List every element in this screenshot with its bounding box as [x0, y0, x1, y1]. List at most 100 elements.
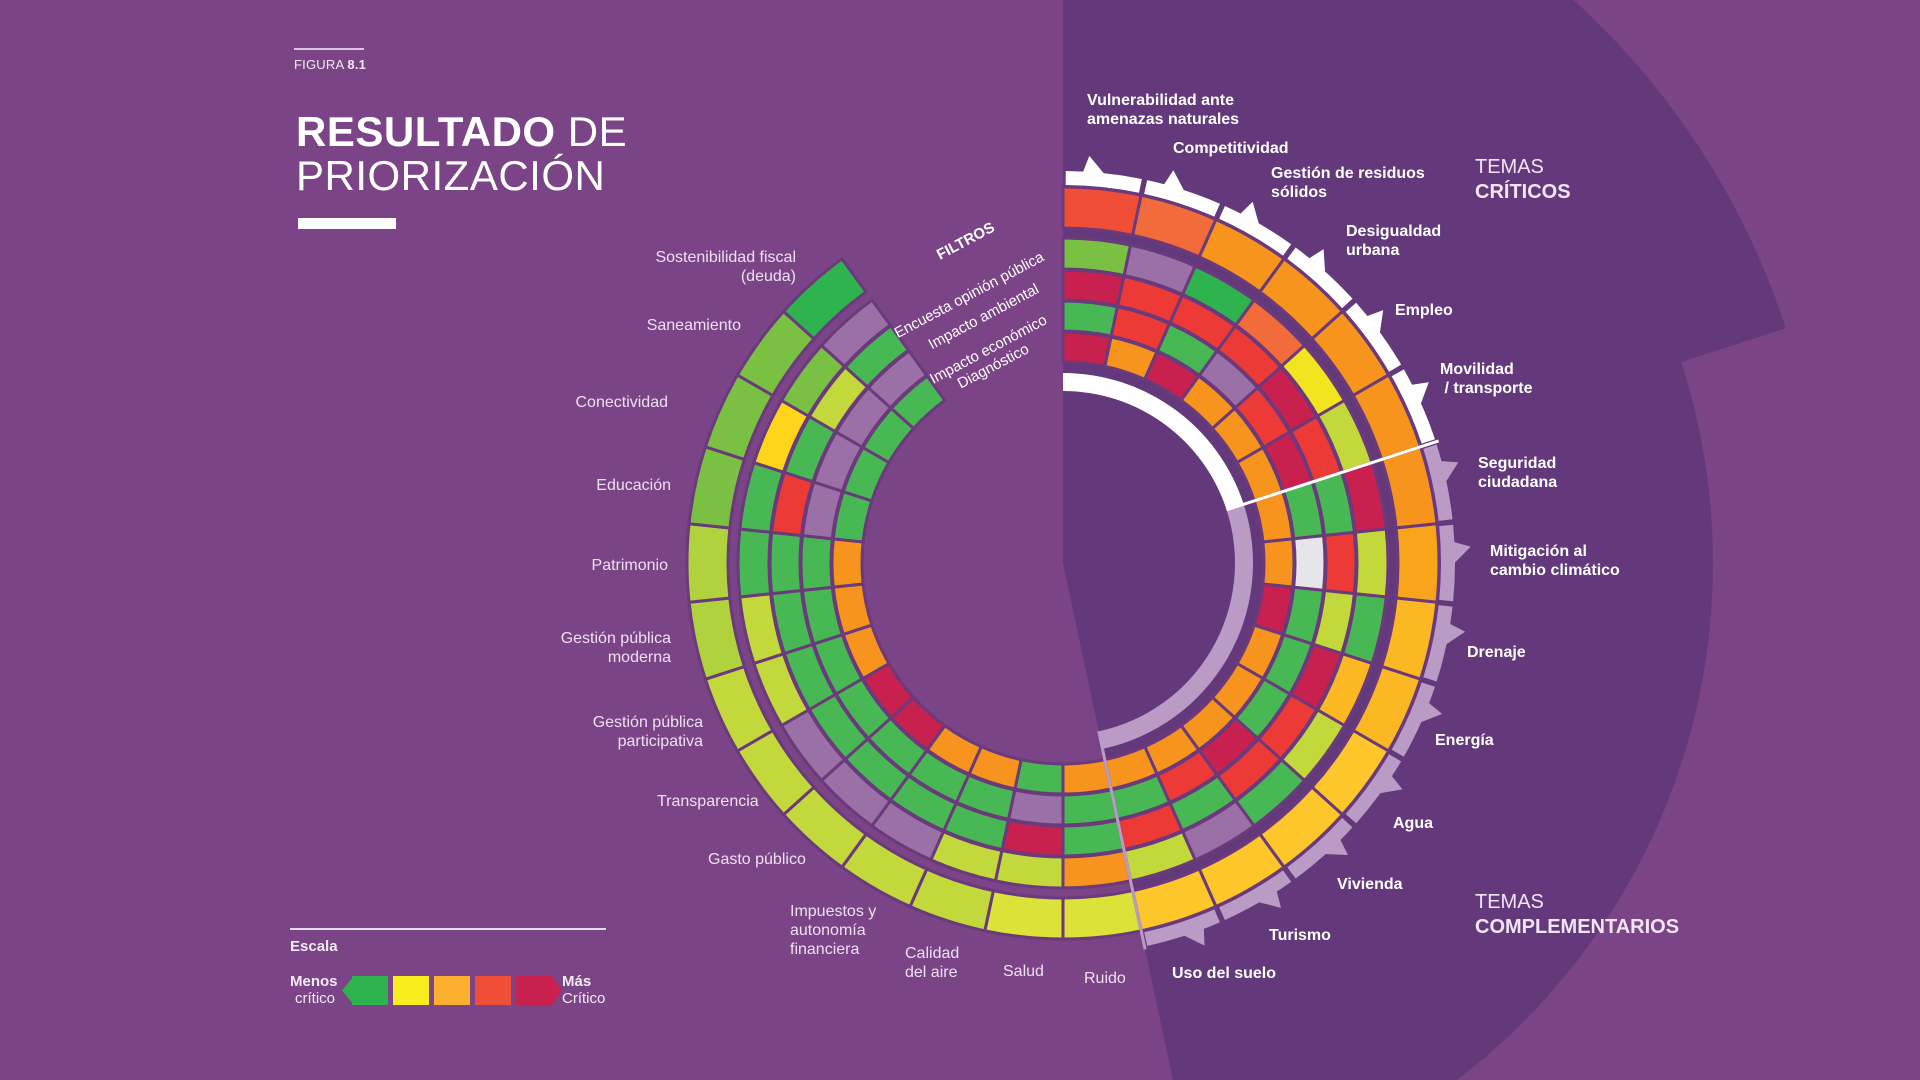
- complementary-divider: [1097, 730, 1147, 950]
- topic-label-line: Competitividad: [1173, 140, 1289, 157]
- legend-arrow-right-icon: [552, 976, 562, 1005]
- topic-label-line: autonomía: [790, 922, 866, 939]
- legend-swatch-2: [393, 976, 429, 1005]
- topic-label: Drenaje: [1467, 644, 1526, 661]
- legend-low-2: crítico: [295, 990, 336, 1007]
- cell-result: [687, 444, 747, 530]
- topic-label-line: Gasto público: [708, 851, 806, 868]
- topic-label: Agua: [1393, 815, 1433, 832]
- inner-arc-complementary: [1098, 504, 1253, 749]
- topic-label-line: Energía: [1435, 732, 1494, 749]
- topic-label-line: Conectividad: [576, 394, 669, 411]
- cell-filter-3: [799, 533, 834, 593]
- complementary-line-2: COMPLEMENTARIOS: [1475, 916, 1680, 938]
- critical-band-segment: [1287, 247, 1353, 309]
- legend-rule: [290, 928, 606, 930]
- figure-number: 8.1: [347, 57, 367, 72]
- topic-label: Competitividad: [1173, 140, 1289, 157]
- topic-label: Sostenibilidad fiscal (deuda): [655, 249, 796, 285]
- critical-band-segment: [1345, 302, 1402, 372]
- topic-label-line: moderna: [608, 649, 671, 666]
- topic-label: Seguridad ciudadana: [1478, 455, 1557, 491]
- topic-label-line: Saneamiento: [647, 317, 741, 334]
- legend-arrow-icon: [342, 976, 354, 1005]
- notch-marker-icon: [1257, 890, 1282, 908]
- page-title: RESULTADO DE PRIORIZACIÓN: [296, 110, 627, 198]
- topic-label-line: Transparencia: [657, 793, 759, 810]
- cell-filter-4: [1061, 757, 1113, 796]
- cell-filter-2: [1322, 530, 1358, 596]
- notch-marker-icon: [1239, 201, 1260, 225]
- topic-label: Movilidad / transporte: [1440, 361, 1533, 397]
- cell-result: [687, 596, 747, 682]
- topic-label: Gestión pública participativa: [593, 714, 703, 750]
- cell-result: [1394, 522, 1441, 604]
- topic-label-line: cambio climático: [1490, 562, 1620, 579]
- complementary-band-segment: [1345, 754, 1402, 824]
- legend-swatch-5: [516, 976, 552, 1005]
- complementary-band-segment: [1439, 524, 1456, 602]
- cell-filter-1: [736, 527, 773, 599]
- topic-label-line: Gestión pública: [593, 714, 703, 731]
- complementary-band-segment: [1219, 870, 1292, 920]
- topic-label-line: participativa: [618, 733, 703, 750]
- topic-label-line: Calidad: [905, 945, 959, 962]
- complementary-band-segment: [1144, 909, 1220, 946]
- critical-line-2: CRÍTICOS: [1475, 181, 1571, 203]
- topic-label: Mitigación al cambio climático: [1490, 543, 1620, 579]
- complementary-band-segment: [1423, 605, 1453, 682]
- legend-low-label: Menos crítico: [290, 973, 338, 1007]
- topic-label-line: sólidos: [1271, 184, 1327, 201]
- legend-swatches: [352, 976, 552, 1005]
- cell-result: [685, 522, 732, 604]
- notch-marker-icon: [1445, 623, 1466, 645]
- topic-label-line: financiera: [790, 941, 859, 958]
- topic-label: Gestión de residuos sólidos: [1271, 165, 1425, 201]
- topic-label-line: Gestión pública: [561, 630, 671, 647]
- critical-divider: [1226, 439, 1440, 512]
- topic-label: Patrimonio: [592, 557, 669, 574]
- notch-marker-icon: [1440, 461, 1459, 483]
- figure-prefix: FIGURA: [294, 57, 344, 72]
- notch-marker-icon: [1324, 838, 1348, 856]
- cell-result: [983, 888, 1065, 941]
- legend-title: Escala: [290, 938, 338, 955]
- notch-marker-icon: [1308, 249, 1326, 273]
- topic-label: Energía: [1435, 732, 1494, 749]
- cell-filter-4: [889, 374, 947, 431]
- cell-result: [781, 256, 869, 341]
- topic-label: Salud: [1003, 963, 1044, 980]
- topic-label-line: Empleo: [1395, 302, 1453, 319]
- topic-label-line: (deuda): [741, 268, 796, 285]
- legend-swatch-1: [352, 976, 388, 1005]
- group-label-critical: TEMAS CRÍTICOS: [1475, 155, 1571, 205]
- notch-marker-icon: [1082, 155, 1105, 175]
- topic-label-line: Gestión de residuos: [1271, 165, 1425, 182]
- topic-label: Ruido: [1084, 970, 1126, 987]
- notch-marker-icon: [1163, 170, 1185, 192]
- title-light-1: DE: [555, 108, 628, 155]
- topic-label-line: Patrimonio: [592, 557, 669, 574]
- title-light-2: PRIORIZACIÓN: [296, 152, 606, 199]
- legend-low-1: Menos: [290, 973, 338, 990]
- legend-high-label: Más Crítico: [562, 973, 605, 1007]
- cell-filter-4: [1013, 757, 1065, 796]
- topic-label: Saneamiento: [647, 317, 741, 334]
- figure-rule: [294, 48, 364, 50]
- topic-label-line: Uso del suelo: [1172, 965, 1276, 982]
- notch-marker-icon: [1378, 775, 1403, 794]
- topic-label-line: Vulnerabilidad ante: [1087, 92, 1234, 109]
- notch-marker-icon: [1411, 382, 1429, 405]
- cell-result: [1061, 185, 1143, 238]
- topic-label: Uso del suelo: [1172, 965, 1276, 982]
- topic-label: Desigualdad urbana: [1346, 223, 1441, 259]
- topic-label-line: Turismo: [1269, 927, 1331, 944]
- filters-heading: FILTROS: [934, 219, 998, 264]
- topic-label-line: Movilidad: [1440, 361, 1514, 378]
- topic-label: Empleo: [1395, 302, 1453, 319]
- cell-result: [1061, 888, 1143, 941]
- title-bold: RESULTADO: [296, 108, 556, 155]
- figure-label: FIGURA 8.1: [294, 57, 366, 72]
- legend-swatch-4: [475, 976, 511, 1005]
